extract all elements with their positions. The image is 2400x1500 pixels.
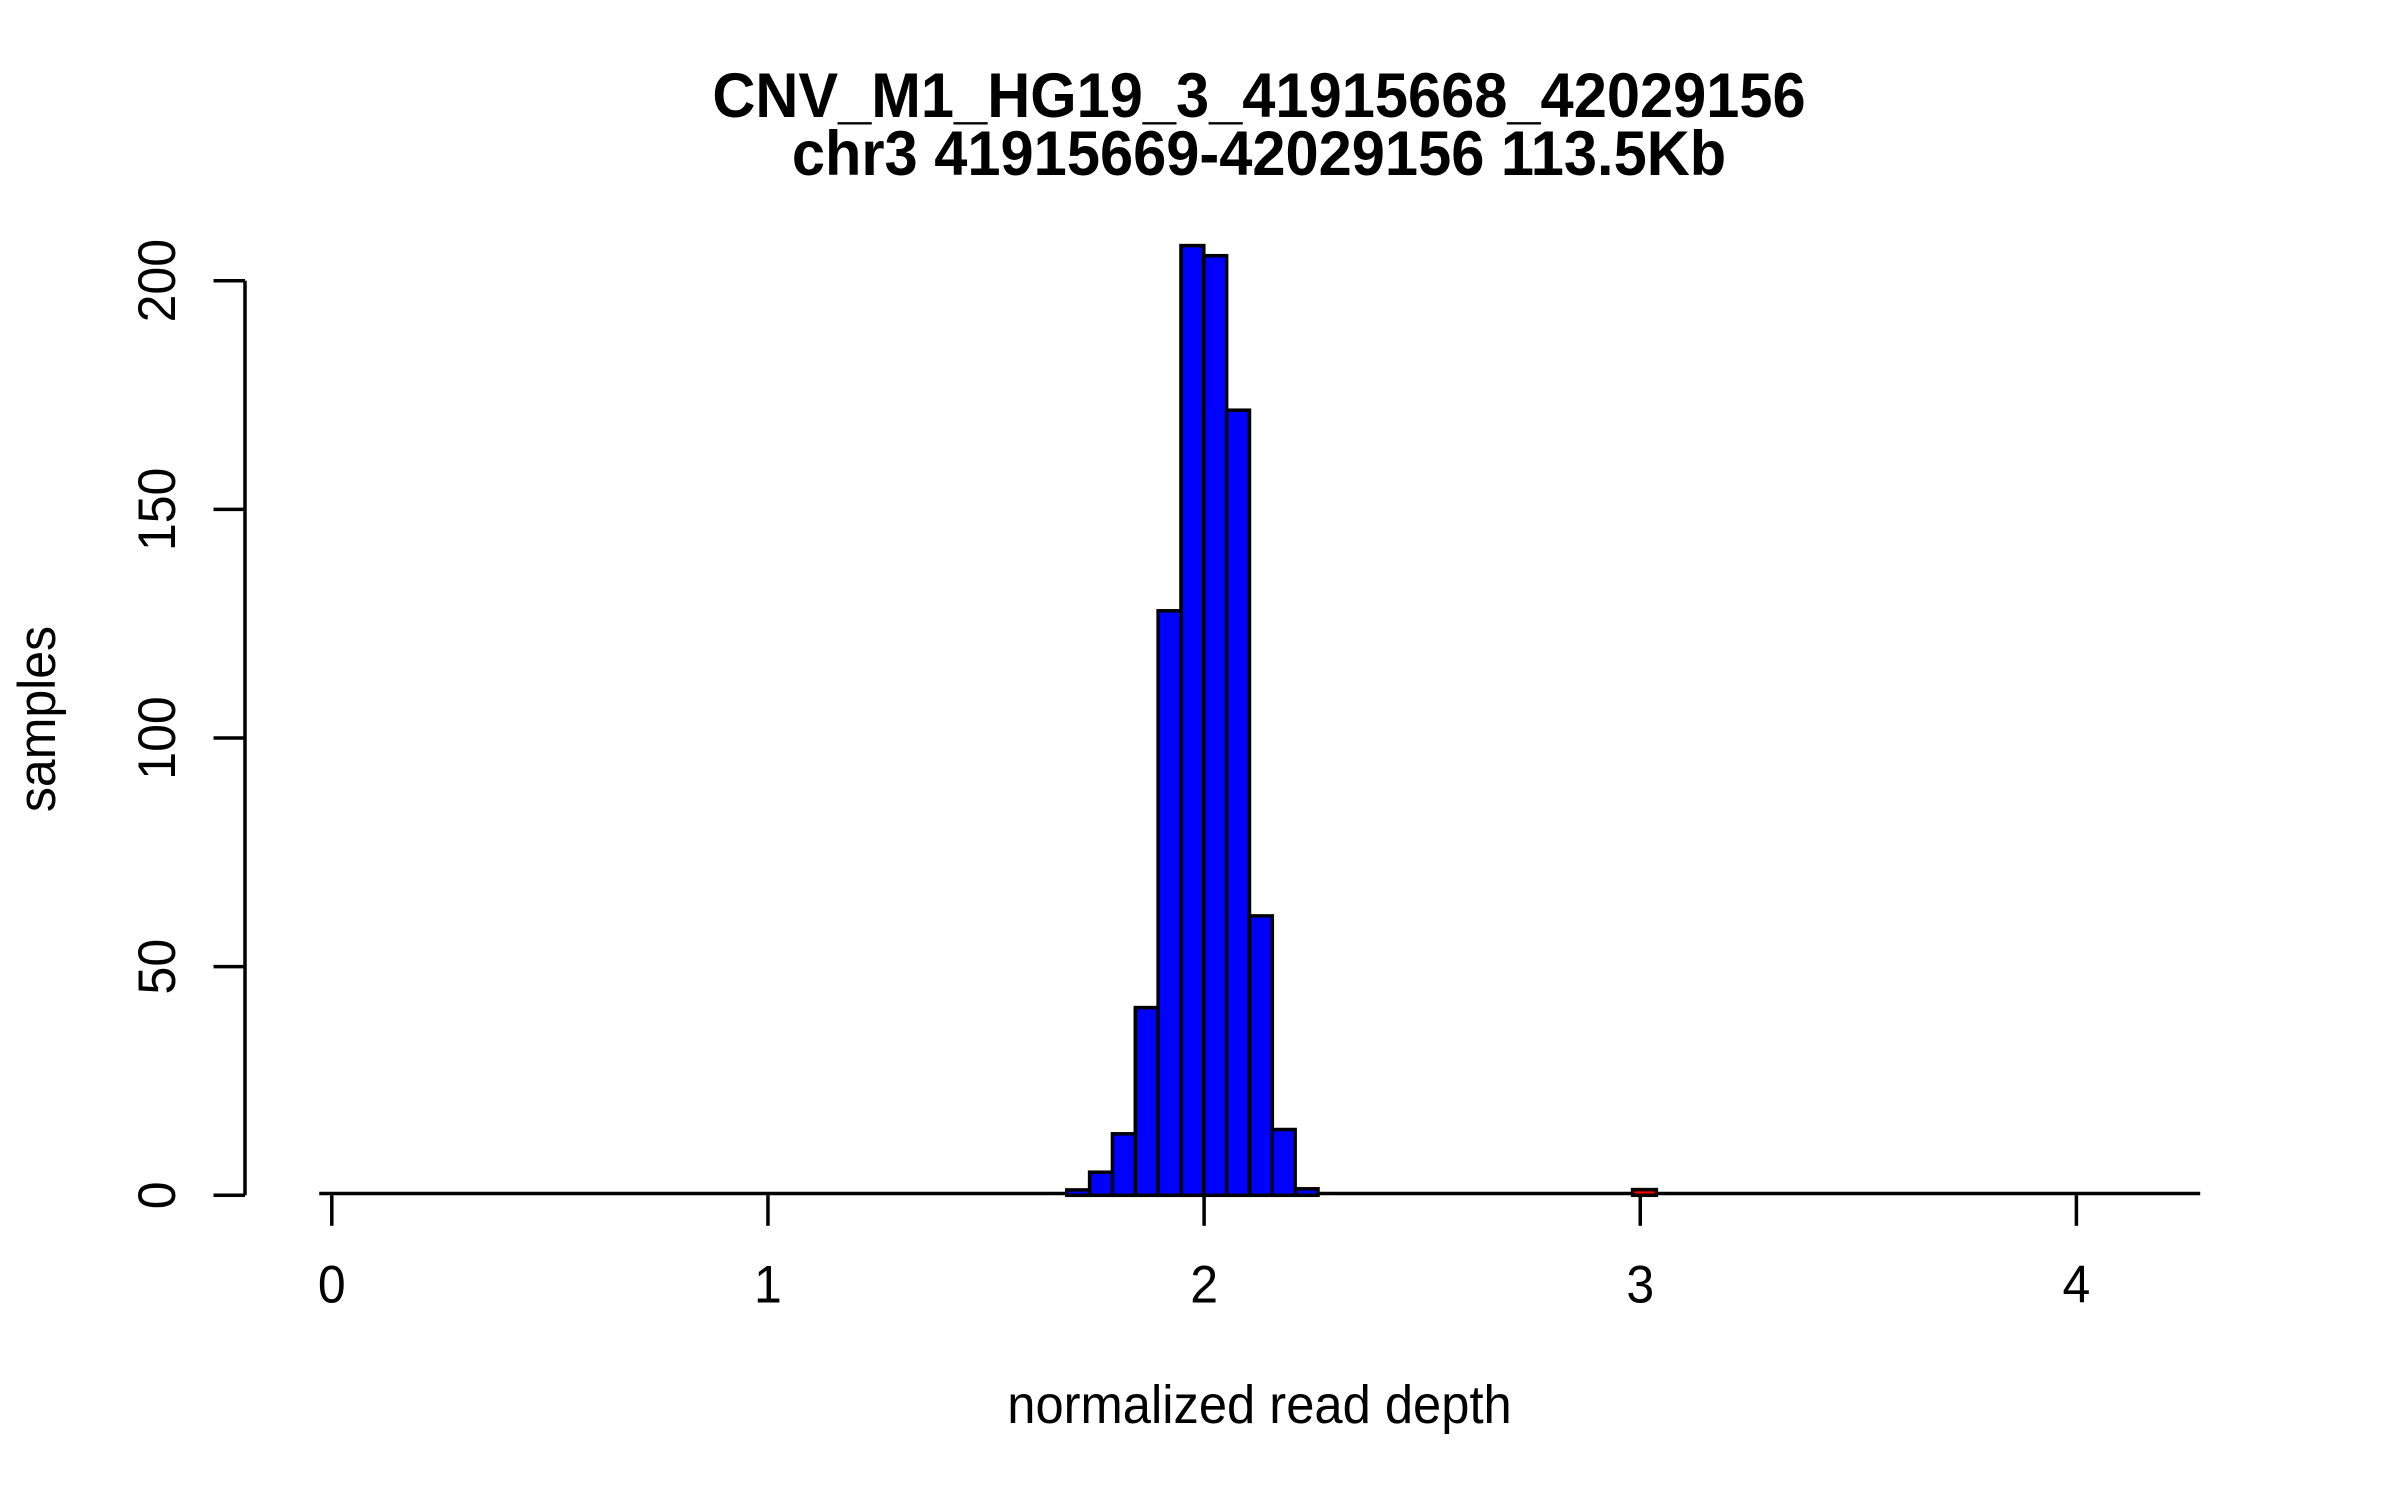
- svg-text:100: 100: [127, 696, 187, 779]
- svg-text:0: 0: [127, 1181, 187, 1209]
- svg-text:200: 200: [127, 239, 187, 322]
- svg-text:0: 0: [318, 1254, 346, 1314]
- svg-text:samples: samples: [7, 626, 67, 812]
- svg-text:4: 4: [2062, 1254, 2090, 1314]
- svg-text:CNV_M1_HG19_3_41915668_4202915: CNV_M1_HG19_3_41915668_42029156: [712, 61, 1805, 131]
- svg-text:chr3 41915669-42029156 113.5Kb: chr3 41915669-42029156 113.5Kb: [792, 119, 1726, 189]
- svg-text:1: 1: [754, 1254, 782, 1314]
- svg-text:50: 50: [127, 939, 187, 995]
- svg-text:150: 150: [127, 468, 187, 551]
- svg-text:normalized read depth: normalized read depth: [1007, 1376, 1511, 1436]
- svg-text:3: 3: [1626, 1254, 1654, 1314]
- svg-text:2: 2: [1190, 1254, 1218, 1314]
